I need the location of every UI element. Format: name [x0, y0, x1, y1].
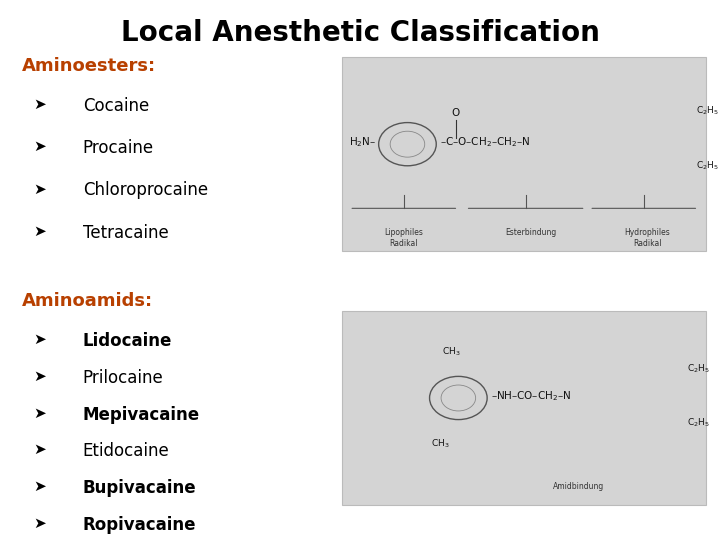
Text: ➤: ➤ — [33, 181, 46, 197]
Text: Lidocaine: Lidocaine — [83, 332, 172, 350]
Text: ➤: ➤ — [33, 369, 46, 384]
Text: Esterbindung: Esterbindung — [505, 228, 557, 237]
Text: $\mathrm{C_2H_5}$: $\mathrm{C_2H_5}$ — [696, 104, 719, 117]
Text: Aminoesters:: Aminoesters: — [22, 57, 156, 75]
Text: ➤: ➤ — [33, 224, 46, 239]
Text: –$\mathrm{NH}$–$\mathrm{CO}$–$\mathrm{CH_2}$–$\mathrm{N}$: –$\mathrm{NH}$–$\mathrm{CO}$–$\mathrm{CH… — [491, 389, 571, 403]
Text: $\mathrm{CH_3}$: $\mathrm{CH_3}$ — [442, 346, 461, 359]
Text: $\mathrm{CH_3}$: $\mathrm{CH_3}$ — [431, 437, 450, 450]
Text: $\mathrm{C_2H_5}$: $\mathrm{C_2H_5}$ — [688, 416, 711, 429]
Text: ➤: ➤ — [33, 442, 46, 457]
Text: ➤: ➤ — [33, 97, 46, 112]
Text: Etidocaine: Etidocaine — [83, 442, 169, 460]
FancyBboxPatch shape — [342, 57, 706, 251]
Text: Amidbindung: Amidbindung — [553, 482, 604, 490]
Text: $\mathrm{C_2H_5}$: $\mathrm{C_2H_5}$ — [696, 159, 719, 172]
Text: $\mathrm{H_2N}$–: $\mathrm{H_2N}$– — [349, 136, 377, 150]
Text: O: O — [451, 108, 460, 118]
FancyBboxPatch shape — [342, 310, 706, 505]
Text: Mepivacaine: Mepivacaine — [83, 406, 200, 423]
Text: ➤: ➤ — [33, 516, 46, 531]
Text: Prilocaine: Prilocaine — [83, 369, 163, 387]
Text: Tetracaine: Tetracaine — [83, 224, 168, 241]
Text: Local Anesthetic Classification: Local Anesthetic Classification — [120, 19, 600, 47]
Text: Lipophiles
Radikal: Lipophiles Radikal — [384, 228, 423, 248]
Text: $\mathrm{C_2H_5}$: $\mathrm{C_2H_5}$ — [688, 362, 711, 375]
Text: Procaine: Procaine — [83, 139, 154, 157]
Text: ➤: ➤ — [33, 479, 46, 494]
Text: ➤: ➤ — [33, 332, 46, 347]
Text: Ropivacaine: Ropivacaine — [83, 516, 197, 534]
Text: –$\mathrm{C}$–$\mathrm{O}$–$\mathrm{CH_2}$–$\mathrm{CH_2}$–$\mathrm{N}$: –$\mathrm{C}$–$\mathrm{O}$–$\mathrm{CH_2… — [440, 136, 530, 150]
Text: Hydrophiles
Radikal: Hydrophiles Radikal — [624, 228, 670, 248]
Text: Chloroprocaine: Chloroprocaine — [83, 181, 208, 199]
Text: Bupivacaine: Bupivacaine — [83, 479, 197, 497]
Text: ➤: ➤ — [33, 139, 46, 154]
Text: Aminoamids:: Aminoamids: — [22, 292, 153, 309]
Text: Cocaine: Cocaine — [83, 97, 149, 115]
Text: ➤: ➤ — [33, 406, 46, 421]
